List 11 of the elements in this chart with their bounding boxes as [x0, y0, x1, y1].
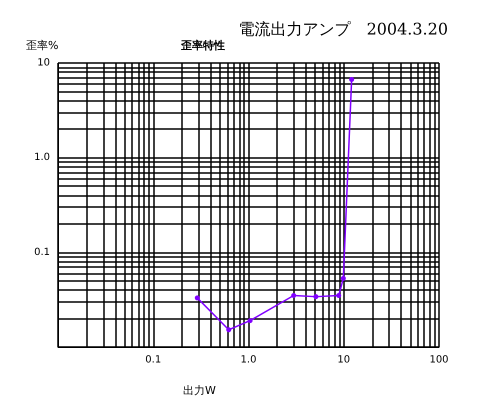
chart-title: 電流出力アンプ 2004.3.20 — [238, 20, 448, 38]
y-tick-label: 10 — [37, 58, 50, 68]
x-tick-label: 100 — [429, 354, 449, 366]
x-tick-label: 10 — [337, 354, 350, 366]
chart-subtitle: 歪率特性 — [180, 39, 225, 52]
y-tick-label: 0.1 — [34, 246, 50, 258]
x-tick-label: 0.1 — [145, 354, 162, 366]
y-axis-title: 歪率% — [26, 39, 58, 52]
x-axis-title: 出力W — [183, 384, 216, 397]
y-tick-label: 1.0 — [34, 152, 50, 164]
x-tick-label: 1.0 — [240, 354, 256, 366]
